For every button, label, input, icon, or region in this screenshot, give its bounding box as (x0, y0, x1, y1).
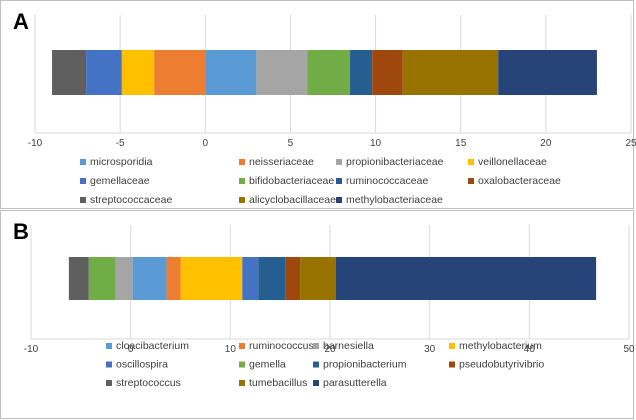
legend-label: microsporidia (90, 156, 153, 168)
legend-label: neisseriaceae (249, 156, 314, 168)
x-tick-label: -10 (28, 138, 43, 149)
chart-b: -10 0 10 20 30 40 50 cloacibacterium ruminococcu… (24, 225, 635, 389)
bar-segment (285, 257, 301, 300)
legend-label: oxalobacteraceae (478, 175, 561, 187)
legend-label: propionibacterium (323, 359, 407, 371)
legend-label: bifidobacteriaceae (249, 175, 334, 187)
x-tick-label: 0 (128, 344, 134, 355)
legend-label: propionibacteriaceae (346, 156, 444, 168)
legend-swatch (239, 178, 245, 184)
legend-swatch (449, 343, 455, 349)
legend-label: tumebacillus (249, 377, 307, 389)
bar-segment (498, 50, 597, 95)
legend-swatch (106, 380, 112, 386)
legend-swatch (80, 197, 86, 203)
legend-swatch (336, 178, 342, 184)
panel-b: B -10 0 10 20 30 40 50 cloacibacterium ruminococ… (0, 210, 635, 419)
legend-swatch (239, 343, 245, 349)
legend-label: parasutterella (323, 377, 387, 389)
bar-segment (154, 50, 206, 95)
bar-segment (132, 257, 167, 300)
panel-a: A -10 -5 0 5 10 15 20 25 microsporidia neisseriac… (0, 0, 636, 209)
legend-label: ruminococcaceae (346, 175, 428, 187)
legend-swatch (313, 361, 319, 368)
legend-swatch (468, 159, 474, 165)
x-tick-label: 5 (288, 138, 294, 149)
x-tick-label: 0 (203, 138, 209, 149)
x-tick-label: 20 (540, 138, 552, 149)
x-tick-label: 30 (424, 344, 436, 355)
chart-a: -10 -5 0 5 10 15 20 25 microsporidia neisseriacea… (28, 15, 636, 206)
bar-segment (372, 50, 403, 95)
x-tick-label: 40 (524, 344, 536, 355)
bar-segment (335, 257, 597, 300)
legend-swatch (336, 159, 342, 165)
legend-label: oscillospira (116, 359, 168, 371)
legend-label: pseudobutyrivibrio (459, 359, 544, 371)
legend-label: ruminococcus (249, 340, 314, 352)
x-tick-label: 25 (625, 138, 636, 149)
legend-swatch (336, 197, 342, 203)
bar-segment (300, 257, 336, 300)
bar-segment (115, 257, 133, 300)
legend-label: streptococcus (116, 377, 181, 389)
legend-label: cloacibacterium (116, 340, 189, 352)
legend-swatch (313, 343, 319, 349)
x-tick-label: 50 (623, 344, 635, 355)
legend-swatch (239, 380, 245, 386)
legend-swatch (80, 178, 86, 184)
legend-swatch (106, 361, 112, 368)
x-tick-label: -10 (24, 344, 39, 355)
bar-segment (86, 50, 122, 95)
bar-segment (258, 257, 286, 300)
bar-segment (166, 257, 181, 300)
legend-label: barnesiella (323, 340, 374, 352)
legend-label: streptococcaceae (90, 194, 172, 206)
bar-segment (256, 50, 308, 95)
legend-swatch (313, 380, 319, 386)
legend-label: gemellaceae (90, 175, 150, 187)
bar-segment (402, 50, 499, 95)
bar-segment (180, 257, 243, 300)
bar-segment (52, 50, 87, 95)
x-tick-label: -5 (116, 138, 125, 149)
legend-swatch (239, 197, 245, 203)
bar-segment (350, 50, 373, 95)
bar-segment (88, 257, 116, 300)
bar-segment (307, 50, 351, 95)
legend-swatch (239, 159, 245, 165)
x-tick-label: 20 (324, 344, 336, 355)
legend-swatch (106, 343, 112, 349)
x-tick-label: 10 (370, 138, 382, 149)
legend-swatch (449, 361, 455, 368)
bar-segment (121, 50, 155, 95)
bar-segment (68, 257, 89, 300)
panel-label-b: B (13, 219, 29, 244)
legend-label: methylobacterium (459, 340, 542, 352)
bar-segment (205, 50, 257, 95)
legend-swatch (468, 178, 474, 184)
legend-swatch (239, 361, 245, 368)
x-tick-label: 15 (455, 138, 467, 149)
legend-swatch (80, 159, 86, 165)
panel-label-a: A (13, 9, 29, 34)
x-tick-label: 10 (225, 344, 237, 355)
legend-label: methylobacteriaceae (346, 194, 443, 206)
legend-label: veillonellaceae (478, 156, 547, 168)
legend-label: alicyclobacillaceae (249, 194, 336, 206)
legend-label: gemella (249, 359, 286, 371)
bar-segment (242, 257, 259, 300)
